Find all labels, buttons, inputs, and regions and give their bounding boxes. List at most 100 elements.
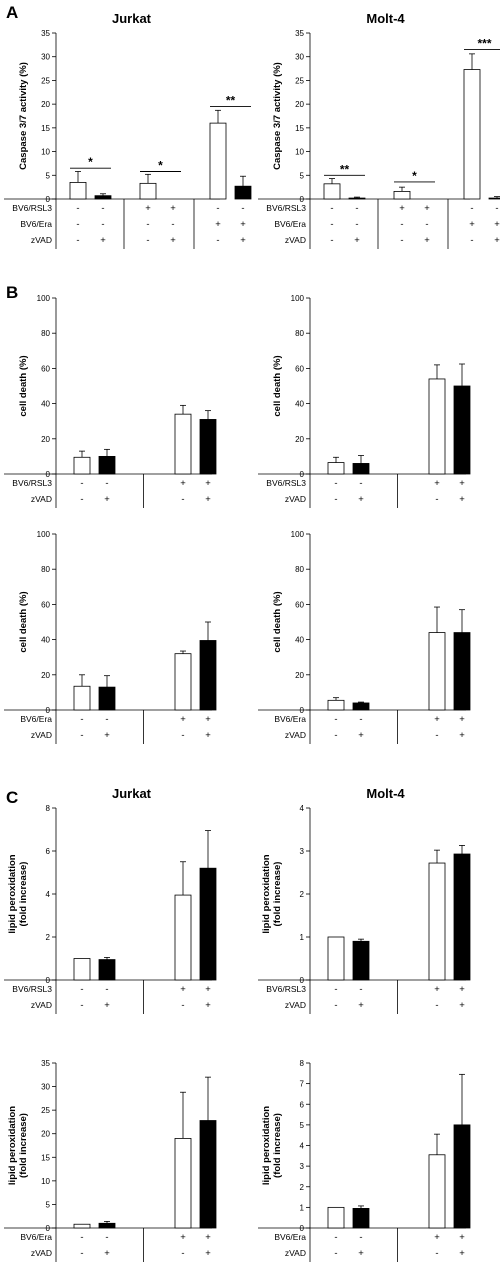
condition-sign: - <box>80 730 83 741</box>
condition-sign: - <box>146 219 149 230</box>
y-tick-label: 5 <box>300 171 305 180</box>
condition-sign: + <box>434 714 440 725</box>
bar <box>199 419 217 475</box>
condition-row-label: BV6/RSL3 <box>266 984 306 994</box>
condition-sign: + <box>170 235 176 246</box>
y-tick-label: 5 <box>300 1121 305 1130</box>
condition-sign: - <box>101 219 104 230</box>
y-tick-label: 25 <box>41 76 50 85</box>
y-tick-label: 20 <box>295 435 304 444</box>
panel-label-b: B <box>6 283 18 302</box>
condition-row-label: BV6/RSL3 <box>12 478 52 488</box>
significance-label: ** <box>340 162 350 176</box>
bar <box>327 936 345 981</box>
y-tick-label: 35 <box>41 1059 50 1068</box>
condition-sign: + <box>205 730 211 741</box>
condition-sign: + <box>358 1000 364 1011</box>
condition-sign: - <box>105 714 108 725</box>
chart-B-rsl3-right: cell death (%) 0 20 40 60 80 100 BV6/RSL3 - - + + zV… <box>258 294 471 508</box>
y-tick-label: 15 <box>41 1153 50 1162</box>
condition-sign: + <box>459 1232 465 1243</box>
condition-sign: + <box>180 478 186 489</box>
y-tick-label: 6 <box>46 847 51 856</box>
condition-sign: - <box>76 235 79 246</box>
y-tick-label: 1 <box>300 1203 305 1212</box>
condition-sign: + <box>205 714 211 725</box>
chart-title: Jurkat <box>112 786 152 801</box>
bar <box>453 1124 471 1229</box>
chart-title: Molt-4 <box>366 11 405 26</box>
y-tick-label: 2 <box>46 933 51 942</box>
condition-sign: + <box>434 1232 440 1243</box>
bar <box>352 940 370 981</box>
bar <box>323 183 341 200</box>
condition-sign: - <box>425 219 428 230</box>
y-tick-label: 0 <box>300 195 305 204</box>
y-axis-label: cell death (%) <box>272 591 283 652</box>
y-tick-label: 60 <box>41 600 50 609</box>
y-tick-label: 0 <box>46 470 51 479</box>
y-axis-label: (fold increase) <box>272 1113 283 1178</box>
bar <box>73 456 91 475</box>
condition-sign: - <box>146 235 149 246</box>
condition-sign: - <box>355 219 358 230</box>
condition-row-label: zVAD <box>31 1248 52 1258</box>
condition-sign: + <box>358 494 364 505</box>
bar <box>348 197 366 200</box>
condition-sign: + <box>104 1000 110 1011</box>
condition-sign: - <box>330 235 333 246</box>
y-tick-label: 6 <box>300 1100 305 1109</box>
condition-row-label: BV6/Era <box>20 1232 52 1242</box>
condition-sign: - <box>80 478 83 489</box>
condition-row-label: BV6/Era <box>274 714 306 724</box>
condition-sign: - <box>400 235 403 246</box>
bar <box>69 181 87 200</box>
condition-sign: - <box>216 203 219 214</box>
condition-sign: - <box>80 1232 83 1243</box>
condition-sign: - <box>330 219 333 230</box>
y-axis-label: lipid peroxidation <box>7 854 18 933</box>
y-tick-label: 25 <box>295 76 304 85</box>
y-tick-label: 25 <box>41 1106 50 1115</box>
condition-sign: - <box>400 219 403 230</box>
y-axis-label: Caspase 3/7 activity (%) <box>18 62 29 170</box>
condition-sign: + <box>459 714 465 725</box>
condition-sign: - <box>80 984 83 995</box>
y-axis-label: (fold increase) <box>272 862 283 927</box>
condition-sign: + <box>205 494 211 505</box>
y-axis-label: lipid peroxidation <box>7 1106 18 1185</box>
condition-row-label: zVAD <box>31 235 52 245</box>
y-tick-label: 2 <box>300 890 305 899</box>
condition-row-label: zVAD <box>285 730 306 740</box>
condition-sign: + <box>215 219 221 230</box>
bar <box>327 699 345 711</box>
chart-C-jurkat-rsl3: Jurkat lipid peroxidation (fold increase) 0… <box>4 786 217 1014</box>
condition-sign: - <box>435 1000 438 1011</box>
bar <box>453 853 471 981</box>
chart-A-jurkat: Jurkat Caspase 3/7 activity (%) 0 5 10 15 20 25… <box>4 11 252 249</box>
bar <box>234 185 252 200</box>
y-tick-label: 4 <box>300 1142 305 1151</box>
condition-sign: - <box>495 203 498 214</box>
condition-sign: + <box>459 730 465 741</box>
y-tick-label: 3 <box>300 1162 305 1171</box>
condition-sign: - <box>334 714 337 725</box>
condition-sign: + <box>104 1248 110 1259</box>
panel-label-a: A <box>6 3 18 22</box>
y-axis-label: Caspase 3/7 activity (%) <box>272 62 283 170</box>
y-tick-label: 8 <box>46 804 51 813</box>
condition-row-label: zVAD <box>285 1248 306 1258</box>
condition-sign: + <box>205 1000 211 1011</box>
condition-sign: - <box>334 984 337 995</box>
y-tick-label: 15 <box>41 124 50 133</box>
y-tick-label: 20 <box>41 100 50 109</box>
condition-sign: - <box>216 235 219 246</box>
bar <box>428 1154 446 1229</box>
condition-sign: + <box>434 478 440 489</box>
condition-sign: - <box>80 494 83 505</box>
condition-sign: - <box>359 1232 362 1243</box>
y-tick-label: 0 <box>46 976 51 985</box>
significance-label: *** <box>477 37 491 51</box>
condition-row-label: BV6/RSL3 <box>266 478 306 488</box>
